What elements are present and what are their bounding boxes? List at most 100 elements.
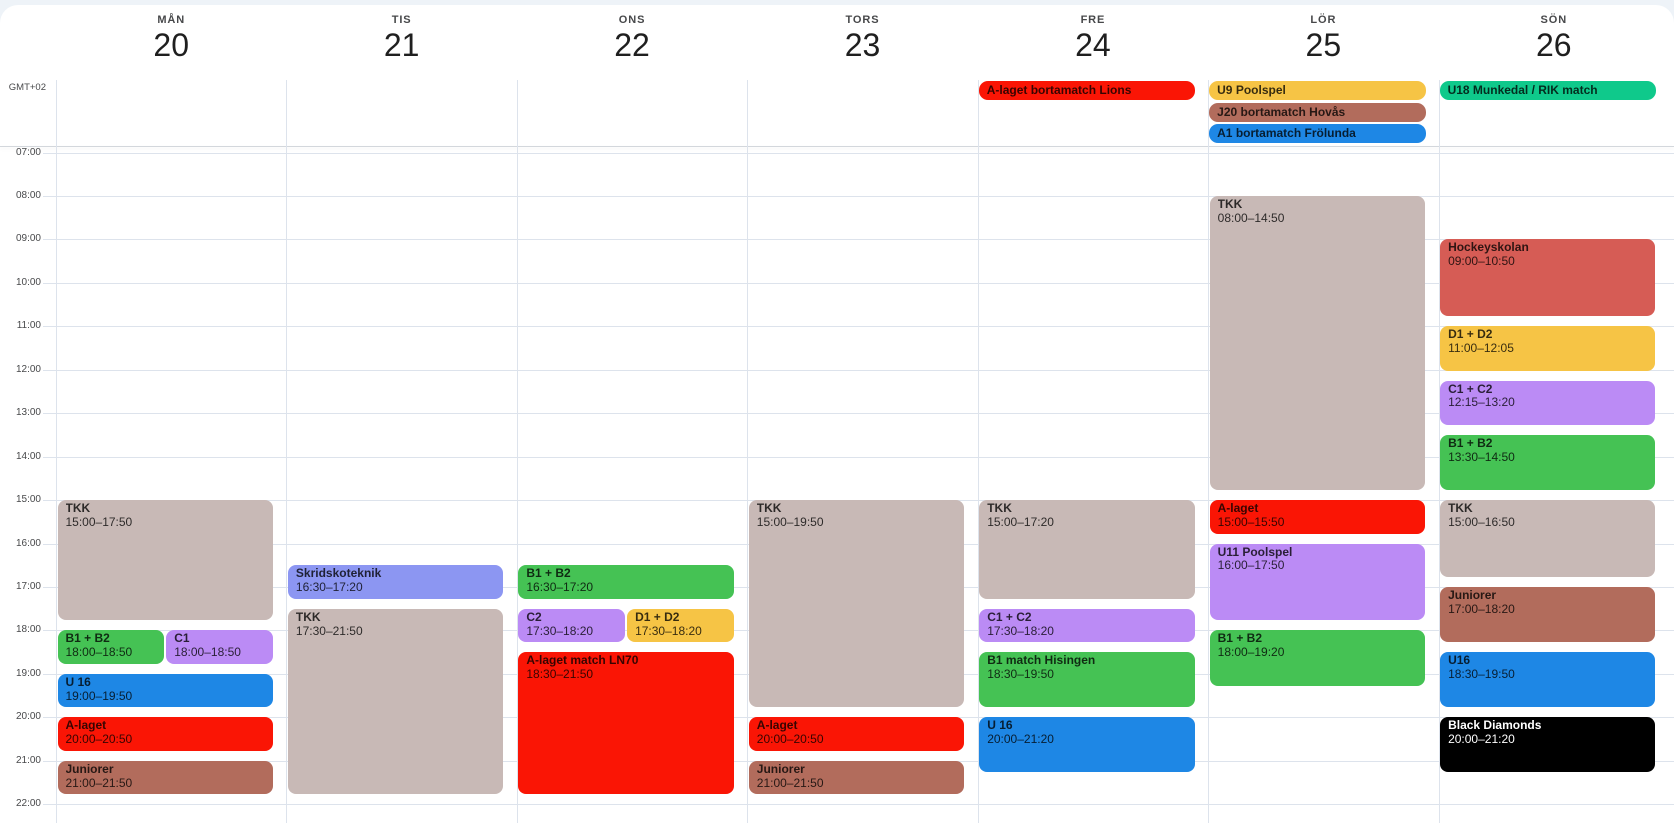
event-title: U 16 xyxy=(987,719,1013,733)
day-date[interactable]: 24 xyxy=(1075,27,1111,63)
calendar-event[interactable]: C1 18:00–18:50 xyxy=(166,630,273,664)
calendar-event[interactable]: TKK 15:00–17:20 xyxy=(979,500,1195,599)
calendar-event[interactable]: Juniorer 21:00–21:50 xyxy=(748,760,965,795)
calendar-event[interactable]: A-laget 20:00–20:50 xyxy=(57,717,273,751)
day-date[interactable]: 26 xyxy=(1535,27,1572,63)
calendar-event[interactable]: U 16 20:00–21:20 xyxy=(979,717,1195,773)
event-title: Juniorer xyxy=(1448,589,1497,602)
all-day-event-chip[interactable]: U18 Munkedal / RIK match xyxy=(1439,81,1656,100)
event-title: A-laget match LN70 xyxy=(526,654,639,668)
event-title: U11 Poolspel xyxy=(1217,545,1293,559)
hour-tick xyxy=(43,369,56,371)
event-title: Juniorer xyxy=(756,762,805,776)
hour-tick xyxy=(43,152,56,154)
calendar-event[interactable]: C1 + C2 12:15–13:20 xyxy=(1440,380,1656,425)
calendar-event[interactable]: U16 18:30–19:50 xyxy=(1440,652,1656,708)
hour-tick xyxy=(43,239,56,241)
hour-label: 18:00 xyxy=(15,624,41,636)
calendar-event[interactable]: Black Diamonds 20:00–21:20 xyxy=(1440,717,1656,773)
day-column-tors[interactable] xyxy=(747,80,977,823)
event-time: 18:00–18:50 xyxy=(65,646,133,660)
event-time: 16:30–17:20 xyxy=(295,581,363,595)
calendar-event[interactable]: U 16 19:00–19:50 xyxy=(57,673,273,708)
calendar-event[interactable]: B1 + B2 18:00–19:20 xyxy=(1209,630,1426,686)
all-day-event-chip[interactable]: U9 Poolspel xyxy=(1209,81,1426,100)
event-title: TKK xyxy=(295,610,321,624)
calendar-event[interactable]: TKK 15:00–17:50 xyxy=(57,500,273,621)
day-column-tis[interactable] xyxy=(286,80,516,823)
calendar-event[interactable]: C2 17:30–18:20 xyxy=(518,608,626,643)
all-day-separator xyxy=(0,146,1674,147)
event-title: TKK xyxy=(987,502,1012,516)
hour-label: 22:00 xyxy=(15,798,41,810)
event-title: Hockeyskolan xyxy=(1448,241,1529,255)
calendar-event[interactable]: TKK 15:00–16:50 xyxy=(1440,500,1656,577)
event-time: 16:30–17:20 xyxy=(526,581,594,595)
event-time: 18:30–21:50 xyxy=(526,667,594,681)
event-time: 15:00–19:50 xyxy=(756,515,824,529)
calendar-event[interactable]: Juniorer 17:00–18:20 xyxy=(1440,587,1656,643)
event-time: 12:15–13:20 xyxy=(1448,396,1515,410)
day-header-fre: FRE 24 xyxy=(978,5,1208,80)
calendar-event[interactable]: B1 + B2 18:00–18:50 xyxy=(57,630,165,664)
day-name: ONS xyxy=(618,14,646,26)
hour-label: 17:00 xyxy=(15,581,41,592)
day-column-ons[interactable] xyxy=(516,80,747,823)
calendar-event[interactable]: B1 + B2 13:30–14:50 xyxy=(1440,434,1656,491)
calendar-event[interactable]: A-laget 20:00–20:50 xyxy=(748,717,965,751)
calendar-event[interactable]: TKK 08:00–14:50 xyxy=(1209,195,1426,491)
day-column-fre[interactable] xyxy=(977,80,1208,823)
day-name: TIS xyxy=(391,14,412,26)
event-time: 17:30–18:20 xyxy=(987,624,1054,638)
calendar-event[interactable]: Juniorer 21:00–21:50 xyxy=(57,760,273,795)
day-date[interactable]: 23 xyxy=(844,27,881,63)
calendar-grid-card: GMT+02 07:00 08:00 09:00 10:00 11:00 12:00 13:… xyxy=(0,5,1674,823)
calendar-event[interactable]: B1 + B2 16:30–17:20 xyxy=(518,565,734,599)
hour-tick xyxy=(43,456,56,458)
day-header-lör: LÖR 25 xyxy=(1208,5,1438,80)
calendar-event[interactable]: C1 + C2 17:30–18:20 xyxy=(979,608,1195,643)
calendar-event[interactable]: U11 Poolspel 16:00–17:50 xyxy=(1209,543,1426,621)
calendar-event[interactable]: D1 + D2 11:00–12:05 xyxy=(1440,326,1656,371)
all-day-event-chip[interactable]: A-laget bortamatch Lions xyxy=(978,81,1196,100)
event-title: Juniorer xyxy=(65,762,114,776)
hour-label: 11:00 xyxy=(16,320,41,332)
calendar-event[interactable]: B1 match Hisingen 18:30–19:50 xyxy=(979,652,1195,708)
all-day-event-chip[interactable]: A1 bortamatch Frölunda xyxy=(1209,124,1426,143)
event-title: U16 xyxy=(1448,654,1471,668)
day-date[interactable]: 21 xyxy=(383,27,420,63)
hour-label: 13:00 xyxy=(15,407,41,419)
event-title: B1 match Hisingen xyxy=(987,654,1096,668)
hour-gridline xyxy=(56,804,1674,806)
event-title: D1 + D2 xyxy=(635,610,680,624)
calendar-event[interactable]: Hockeyskolan 09:00–10:50 xyxy=(1440,239,1656,317)
event-time: 09:00–10:50 xyxy=(1448,255,1515,269)
day-column-sön[interactable] xyxy=(1438,80,1669,823)
day-name: MÅN xyxy=(157,14,186,26)
event-time: 20:00–20:50 xyxy=(65,733,133,747)
calendar-event[interactable]: A-laget 15:00–15:50 xyxy=(1209,500,1426,534)
calendar-event[interactable]: D1 + D2 17:30–18:20 xyxy=(627,608,734,643)
event-time: 17:30–18:20 xyxy=(635,624,702,638)
calendar-event[interactable]: A-laget match LN70 18:30–21:50 xyxy=(518,652,734,795)
calendar-event[interactable]: TKK 17:30–21:50 xyxy=(287,608,504,795)
event-time: 18:00–18:50 xyxy=(174,646,241,660)
hour-gridline xyxy=(56,413,1674,415)
event-time: 16:00–17:50 xyxy=(1217,559,1285,573)
event-time: 20:00–21:20 xyxy=(987,733,1054,747)
event-time: 17:30–18:20 xyxy=(526,624,594,638)
day-column-lör[interactable] xyxy=(1208,80,1438,823)
calendar-event[interactable]: Skridskoteknik 16:30–17:20 xyxy=(287,565,504,599)
day-column-mån[interactable] xyxy=(56,80,286,823)
day-date[interactable]: 20 xyxy=(153,27,189,63)
day-date[interactable]: 25 xyxy=(1305,27,1342,63)
hour-label: 21:00 xyxy=(15,754,41,766)
hour-label: 12:00 xyxy=(15,363,41,375)
event-title: C1 xyxy=(174,632,190,646)
day-date[interactable]: 22 xyxy=(614,27,650,63)
calendar-event[interactable]: TKK 15:00–19:50 xyxy=(748,500,965,708)
day-header-sön: SÖN 26 xyxy=(1439,5,1669,80)
event-time: 13:30–14:50 xyxy=(1448,450,1515,464)
all-day-event-chip[interactable]: J20 bortamatch Hovås xyxy=(1209,102,1426,122)
